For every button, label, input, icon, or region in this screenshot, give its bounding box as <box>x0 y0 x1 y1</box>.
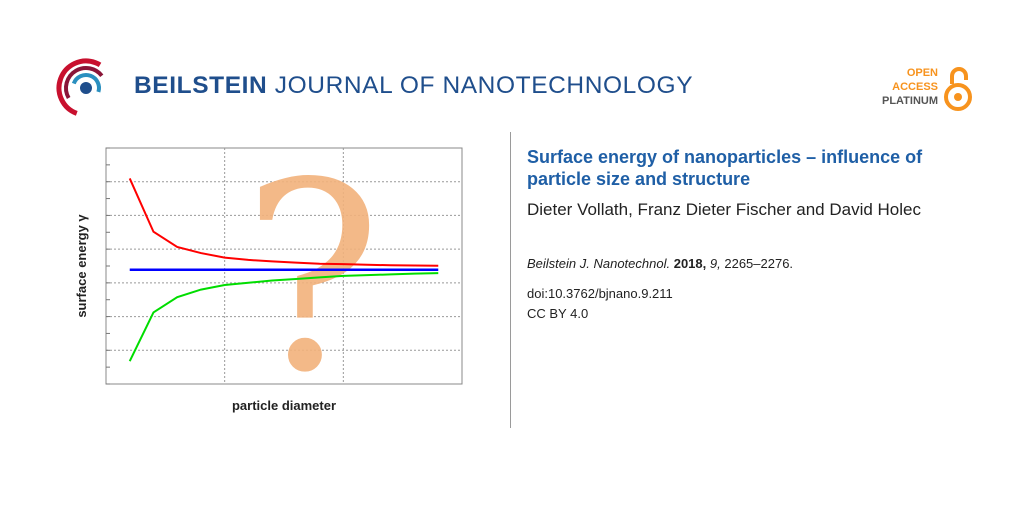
citation-year: 2018, <box>673 256 707 271</box>
badge-line-platinum: PLATINUM <box>881 95 938 107</box>
series-line-0 <box>128 178 439 267</box>
badge-line-open: OPEN <box>906 67 938 79</box>
gridlines <box>106 147 462 385</box>
journal-abbrev: Beilstein J. Nanotechnol. <box>527 256 671 271</box>
citation: Beilstein J. Nanotechnol. 2018, 9, 2265–… <box>527 256 793 271</box>
journal-name[interactable]: BEILSTEIN JOURNAL OF NANOTECHNOLOGY <box>134 72 693 100</box>
vertical-divider <box>510 132 511 428</box>
beilstein-logo-icon <box>56 58 116 118</box>
citation-volume: 9, <box>709 256 721 271</box>
doi-link[interactable]: doi:10.3762/bjnano.9.211 <box>527 286 673 301</box>
question-mark-overlay: ? <box>242 140 381 430</box>
x-axis-label: particle diameter <box>232 398 336 413</box>
journal-name-bold: BEILSTEIN <box>134 72 268 99</box>
y-axis-label: surface energy γ <box>74 214 89 318</box>
series-layer <box>128 178 439 362</box>
series-line-2 <box>128 272 439 362</box>
graphical-abstract-chart: ? surface energy γ particle diameter <box>74 140 463 430</box>
journal-name-rest: JOURNAL OF NANOTECHNOLOGY <box>267 72 694 99</box>
citation-pages: 2265–2276. <box>724 256 794 271</box>
open-lock-icon <box>944 67 972 111</box>
license-link[interactable]: CC BY 4.0 <box>527 306 589 321</box>
badge-line-access: ACCESS <box>892 81 938 93</box>
article-title[interactable]: Surface energy of nanoparticles – influe… <box>527 147 923 189</box>
article-authors: Dieter Vollath, Franz Dieter Fischer and… <box>527 200 921 219</box>
open-access-badge: OPEN ACCESS PLATINUM <box>876 66 972 112</box>
